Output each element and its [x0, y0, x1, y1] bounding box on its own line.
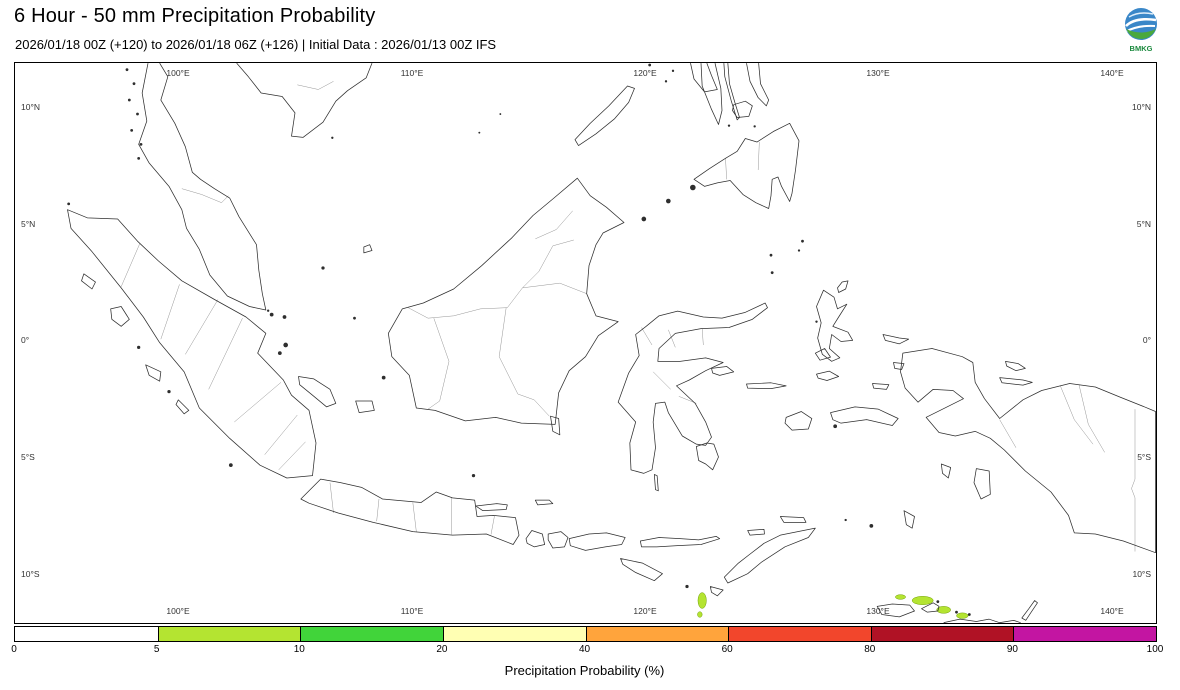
- lon-tick-bottom-140e: 140°E: [1100, 606, 1124, 616]
- coast-sulawesi: [617, 302, 768, 474]
- coast-borneo: [387, 177, 625, 425]
- lat-tick-left-0: 0°: [21, 335, 30, 345]
- coast-malay-peninsula: [138, 63, 267, 311]
- map-frame: 100°E 110°E 120°E 130°E 140°E 100°E 110°…: [14, 62, 1157, 624]
- admin-boundaries-papua: [999, 384, 1136, 552]
- indonesia-map: [67, 63, 1156, 623]
- admin-boundaries-peninsula: [181, 81, 334, 203]
- colorbar-tick-label: 90: [1006, 644, 1018, 655]
- lat-tick-right-10n: 10°N: [1132, 102, 1151, 112]
- colorbar-tick-label: 20: [436, 644, 448, 655]
- colorbar-segment-10-20: [300, 627, 443, 641]
- lon-tick-top-110e: 110°E: [400, 68, 424, 78]
- colorbar-tick-label: 60: [721, 644, 733, 655]
- coast-australia: [876, 600, 1038, 623]
- colorbar-segment-80-90: [870, 627, 1014, 641]
- lon-tick-bottom-130e: 130°E: [866, 606, 890, 616]
- coast-maluku: [534, 348, 899, 506]
- colorbar-tick-label: 100: [1146, 644, 1164, 655]
- lon-tick-bottom-110e: 110°E: [400, 606, 424, 616]
- lon-tick-top-130e: 130°E: [866, 68, 890, 78]
- colorbar-segment-40-60: [585, 627, 729, 641]
- colorbar-tick-label: 80: [864, 644, 876, 655]
- lon-tick-top-120e: 120°E: [633, 68, 657, 78]
- lat-tick-left-5s: 5°S: [21, 452, 35, 462]
- colorbar-tick-label: 40: [578, 644, 591, 655]
- precip-area-5-10: [697, 611, 703, 618]
- coast-lesser-sundas: [525, 510, 915, 597]
- logo-text: BMKG: [1130, 44, 1153, 53]
- colorbar-tick-label: 0: [11, 644, 17, 655]
- colorbar-tick-label: 5: [153, 644, 160, 655]
- coast-sumatra: [67, 209, 317, 479]
- colorbar: [14, 626, 1157, 642]
- logo-cloud-swirl-3: [1128, 12, 1154, 18]
- precip-area-5-10: [936, 606, 951, 614]
- small-islands-dots: [67, 63, 971, 616]
- lat-tick-left-10n: 10°N: [21, 102, 40, 112]
- bmkg-logo: BMKG: [1125, 8, 1157, 53]
- colorbar-segment-20-40: [442, 627, 586, 641]
- admin-boundaries-sulawesi: [641, 327, 704, 404]
- admin-boundaries-sumatra: [120, 243, 306, 471]
- lon-tick-bottom-120e: 120°E: [633, 606, 657, 616]
- logo-cloud-swirl: [1125, 17, 1157, 27]
- page-subtitle: 2026/01/18 00Z (+120) to 2026/01/18 06Z …: [15, 37, 497, 52]
- admin-boundaries-mindanao: [725, 141, 760, 180]
- coast-indochina: [236, 63, 373, 138]
- lat-tick-right-0: 0°: [1142, 335, 1151, 345]
- precip-area-5-10: [895, 594, 906, 600]
- lat-tick-left-5n: 5°N: [21, 219, 36, 229]
- coastlines-layer: [67, 63, 1156, 623]
- admin-boundaries-borneo: [408, 210, 587, 417]
- coast-raja-ampat: [872, 334, 1033, 390]
- colorbar-segment-60-80: [728, 627, 871, 641]
- lon-tick-top-100e: 100°E: [166, 68, 190, 78]
- page-title: 6 Hour - 50 mm Precipitation Probability: [14, 5, 376, 27]
- admin-boundaries-java: [329, 482, 495, 535]
- colorbar-axis-label: Precipitation Probability (%): [504, 663, 665, 678]
- coast-madura: [475, 503, 508, 512]
- logo-cloud-swirl-2: [1126, 24, 1156, 32]
- lat-tick-left-10s: 10°S: [21, 569, 40, 579]
- colorbar-segment-90-100: [1013, 627, 1156, 641]
- precip-layer: [697, 592, 969, 619]
- precip-area-5-10: [956, 612, 969, 619]
- coast-papua: [900, 348, 1156, 554]
- lon-tick-top-140e: 140°E: [1100, 68, 1124, 78]
- precip-area-5-10: [697, 592, 707, 609]
- coast-bangka-belitung: [298, 244, 375, 414]
- lat-tick-right-5s: 5°S: [1137, 452, 1151, 462]
- colorbar-tick-label: 10: [293, 644, 305, 655]
- colorbar-segment-0-5: [15, 627, 158, 641]
- coast-halmahera: [816, 280, 854, 362]
- coast-java: [300, 478, 520, 545]
- lat-tick-right-10s: 10°S: [1132, 569, 1151, 579]
- coast-sumatra-west-islands: [81, 273, 190, 415]
- admin-boundaries-layer: [120, 81, 1136, 552]
- precip-area-5-10: [911, 596, 934, 605]
- lat-tick-right-5n: 5°N: [1136, 219, 1151, 229]
- colorbar-segment-5-10: [157, 627, 301, 641]
- coast-mindanao: [693, 122, 800, 209]
- logo-leaf: [1126, 29, 1156, 39]
- colorbar-ticks: 0 5 10 20 40 60 80 90 100: [11, 644, 1163, 658]
- lon-tick-bottom-100e: 100°E: [166, 606, 190, 616]
- coast-kai-aru: [940, 463, 991, 500]
- coast-palawan: [574, 85, 635, 146]
- coast-visayas: [690, 63, 770, 125]
